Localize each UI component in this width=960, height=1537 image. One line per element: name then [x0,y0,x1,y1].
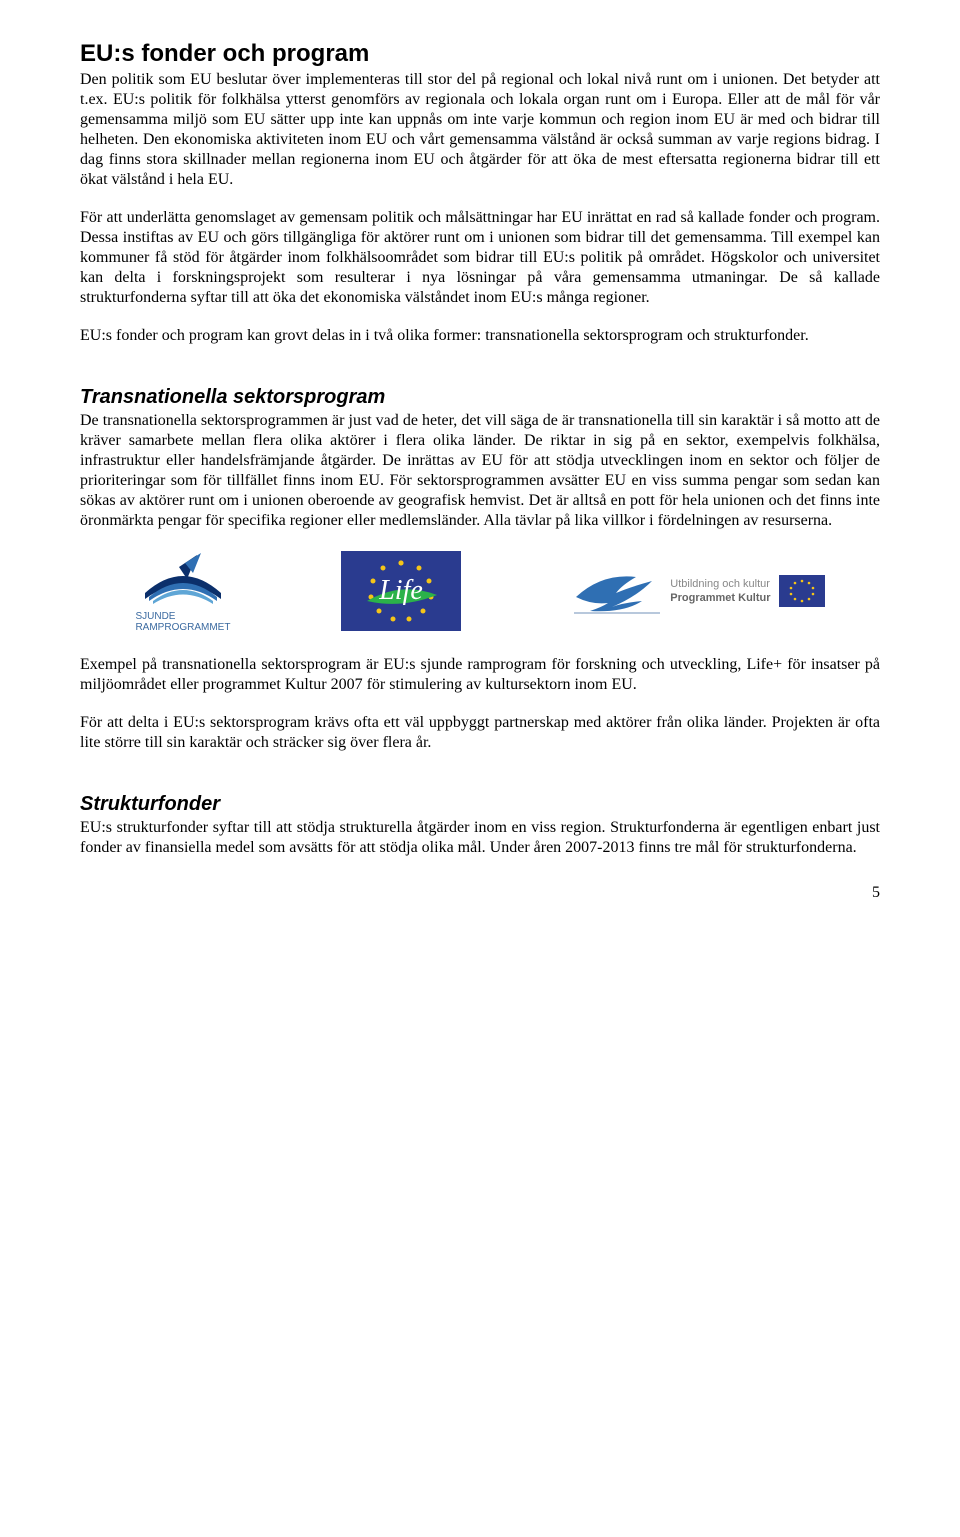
life-logo: Life [341,551,461,631]
kultur-bird-icon [572,563,662,619]
body-paragraph: För att delta i EU:s sektorsprogram kräv… [80,713,880,753]
body-paragraph: EU:s strukturfonder syftar till att stöd… [80,818,880,858]
kultur-line1: Utbildning och kultur [670,578,770,590]
kultur-text-block: Utbildning och kultur Programmet Kultur [670,578,770,604]
section-gap [80,364,880,386]
body-paragraph: Exempel på transnationella sektorsprogra… [80,655,880,695]
fp7-label-line1: SJUNDE [135,611,175,622]
section-heading-sektorsprogram: Transnationella sektorsprogram [80,386,880,409]
kultur-line2: Programmet Kultur [670,592,770,604]
body-paragraph: De transnationella sektorsprogrammen är … [80,411,880,531]
fp7-logo: SJUNDE RAMPROGRAMMET [135,549,230,633]
fp7-label-line2: RAMPROGRAMMET [135,622,230,633]
eu-flag-icon [779,575,825,607]
fp7-logo-label: SJUNDE RAMPROGRAMMET [135,611,230,633]
body-paragraph: För att underlätta genomslaget av gemens… [80,208,880,308]
body-paragraph: Den politik som EU beslutar över impleme… [80,70,880,190]
section-heading-fonder: EU:s fonder och program [80,40,880,68]
life-logo-text: Life [379,575,424,606]
document-page: EU:s fonder och program Den politik som … [0,0,960,942]
kultur-logo: Utbildning och kultur Programmet Kultur [572,563,824,619]
body-paragraph: EU:s fonder och program kan grovt delas … [80,326,880,346]
life-logo-icon: Life [341,551,461,631]
section-heading-strukturfonder: Strukturfonder [80,793,880,816]
page-number: 5 [80,884,880,902]
section-gap [80,771,880,793]
fp7-logo-icon [139,549,227,609]
logo-row: SJUNDE RAMPROGRAMMET Life [80,549,880,633]
